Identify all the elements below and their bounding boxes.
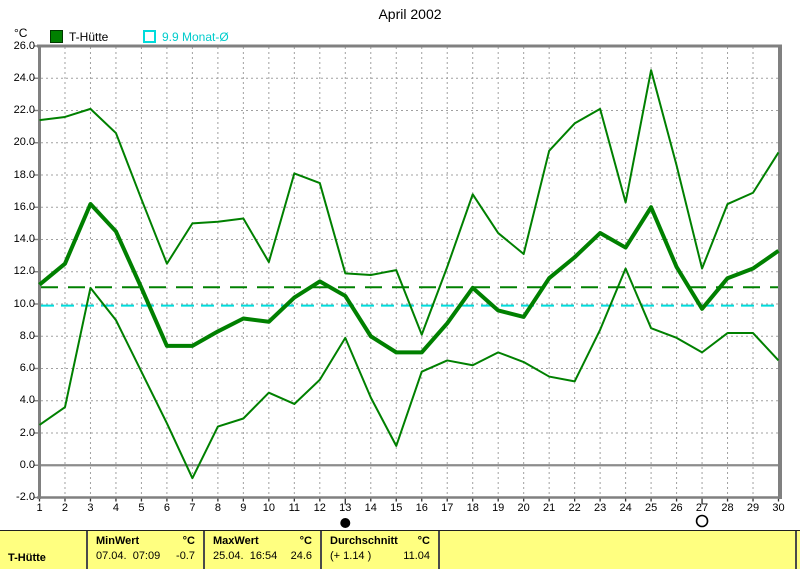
minwert-unit: °C bbox=[182, 535, 195, 547]
y-axis-tick-label: 2.0 bbox=[19, 426, 35, 439]
x-axis-tick-label: 21 bbox=[543, 502, 556, 514]
maxwert-unit: °C bbox=[299, 535, 312, 547]
y-axis-tick-label: 8.0 bbox=[19, 329, 35, 342]
minwert-datetime: 07.04. 07:09 bbox=[96, 550, 161, 562]
x-axis-tick-label: 6 bbox=[163, 502, 170, 514]
x-axis-tick-label: 22 bbox=[568, 502, 581, 514]
y-axis-tick-label: 22.0 bbox=[13, 104, 35, 116]
series-mean-line bbox=[38, 202, 780, 355]
maxwert-title: MaxWert bbox=[213, 535, 259, 547]
new-moon-marker bbox=[340, 518, 351, 528]
x-axis-tick-label: 7 bbox=[189, 502, 196, 514]
status-bar-end-divider bbox=[795, 531, 797, 569]
x-axis-tick-label: 14 bbox=[364, 502, 377, 514]
x-axis-tick-label: 24 bbox=[619, 502, 632, 514]
status-empty-section bbox=[440, 531, 800, 569]
status-bar: T-Hütte MinWert °C 07.04. 07:09 -0.7 Max… bbox=[0, 530, 800, 569]
x-axis-tick-label: 8 bbox=[214, 502, 221, 514]
legend-reference-label: 9.9 Monat-Ø bbox=[162, 29, 229, 44]
status-section-minwert: MinWert °C 07.04. 07:09 -0.7 bbox=[88, 531, 205, 569]
durchschnitt-offset: (+ 1.14 ) bbox=[330, 550, 372, 562]
x-axis-tick-label: 2 bbox=[61, 502, 69, 514]
series-swatch-icon bbox=[50, 30, 63, 43]
x-axis-tick-label: 17 bbox=[441, 502, 454, 514]
series-min-line bbox=[38, 267, 780, 480]
x-axis-tick-label: 15 bbox=[390, 502, 403, 514]
y-axis-tick-label: 4.0 bbox=[19, 394, 35, 407]
reference-swatch-icon bbox=[143, 30, 156, 43]
x-axis-tick-label: 30 bbox=[772, 502, 785, 514]
durchschnitt-title: Durchschnitt bbox=[330, 535, 398, 547]
y-axis-tick-label: 24.0 bbox=[13, 71, 35, 84]
x-axis-tick-label: 10 bbox=[262, 502, 275, 514]
y-axis-unit-label: °C bbox=[14, 26, 28, 40]
minwert-title: MinWert bbox=[96, 535, 140, 547]
status-sensor-name: T-Hütte bbox=[0, 531, 88, 569]
x-axis-tick-label: 12 bbox=[313, 502, 326, 514]
x-axis-tick-label: 4 bbox=[112, 502, 119, 514]
y-axis-tick-label: 20.0 bbox=[13, 136, 35, 149]
maxwert-value: 24.6 bbox=[290, 550, 312, 562]
maxwert-datetime: 25.04. 16:54 bbox=[213, 550, 278, 562]
series-max-line bbox=[39, 69, 780, 336]
y-axis-tick-label: -2.0 bbox=[16, 491, 35, 503]
y-axis-tick-label: 10.0 bbox=[13, 297, 35, 310]
x-axis-tick-label: 25 bbox=[644, 502, 658, 514]
x-axis-tick-label: 5 bbox=[138, 502, 145, 514]
status-section-maxwert: MaxWert °C 25.04. 16:54 24.6 bbox=[205, 531, 322, 569]
x-axis-tick-label: 27 bbox=[695, 502, 709, 514]
status-section-durchschnitt: Durchschnitt °C (+ 1.14 ) 11.04 bbox=[322, 531, 440, 569]
y-axis-tick-label: 12.0 bbox=[13, 265, 35, 278]
y-axis-tick-label: 26.0 bbox=[13, 39, 35, 52]
x-axis-tick-label: 9 bbox=[240, 502, 247, 514]
durchschnitt-unit: °C bbox=[417, 535, 430, 547]
x-axis-tick-label: 19 bbox=[492, 502, 505, 514]
durchschnitt-value: 11.04 bbox=[403, 550, 430, 562]
y-axis-tick-label: 6.0 bbox=[19, 362, 35, 374]
x-axis-tick-label: 28 bbox=[721, 502, 734, 514]
chart-title: April 2002 bbox=[378, 6, 442, 22]
legend-item-monthly-average[interactable]: 9.9 Monat-Ø bbox=[143, 29, 229, 44]
x-axis-tick-label: 20 bbox=[517, 502, 530, 514]
y-axis-tick-label: 16.0 bbox=[13, 200, 35, 213]
x-axis-tick-label: 3 bbox=[87, 502, 94, 514]
x-axis-tick-label: 18 bbox=[466, 502, 479, 514]
legend-series-label: T-Hütte bbox=[69, 29, 109, 44]
x-axis-tick-label: 11 bbox=[288, 502, 301, 514]
x-axis-tick-label: 29 bbox=[746, 502, 760, 514]
x-axis-tick-label: 16 bbox=[415, 502, 428, 514]
x-axis-tick-label: 1 bbox=[36, 502, 43, 514]
y-axis-tick-label: 18.0 bbox=[13, 168, 35, 181]
plot-area bbox=[33, 44, 782, 528]
full-moon-marker bbox=[695, 514, 709, 528]
y-axis-tick-label: 14.0 bbox=[13, 233, 35, 245]
y-axis-tick-label: 0.0 bbox=[19, 458, 35, 471]
x-axis-tick-label: 13 bbox=[339, 502, 352, 514]
x-axis-tick-label: 23 bbox=[593, 502, 607, 514]
legend-item-t-huette[interactable]: T-Hütte bbox=[50, 29, 108, 44]
minwert-value: -0.7 bbox=[176, 550, 195, 562]
x-axis-tick-label: 26 bbox=[670, 502, 683, 514]
